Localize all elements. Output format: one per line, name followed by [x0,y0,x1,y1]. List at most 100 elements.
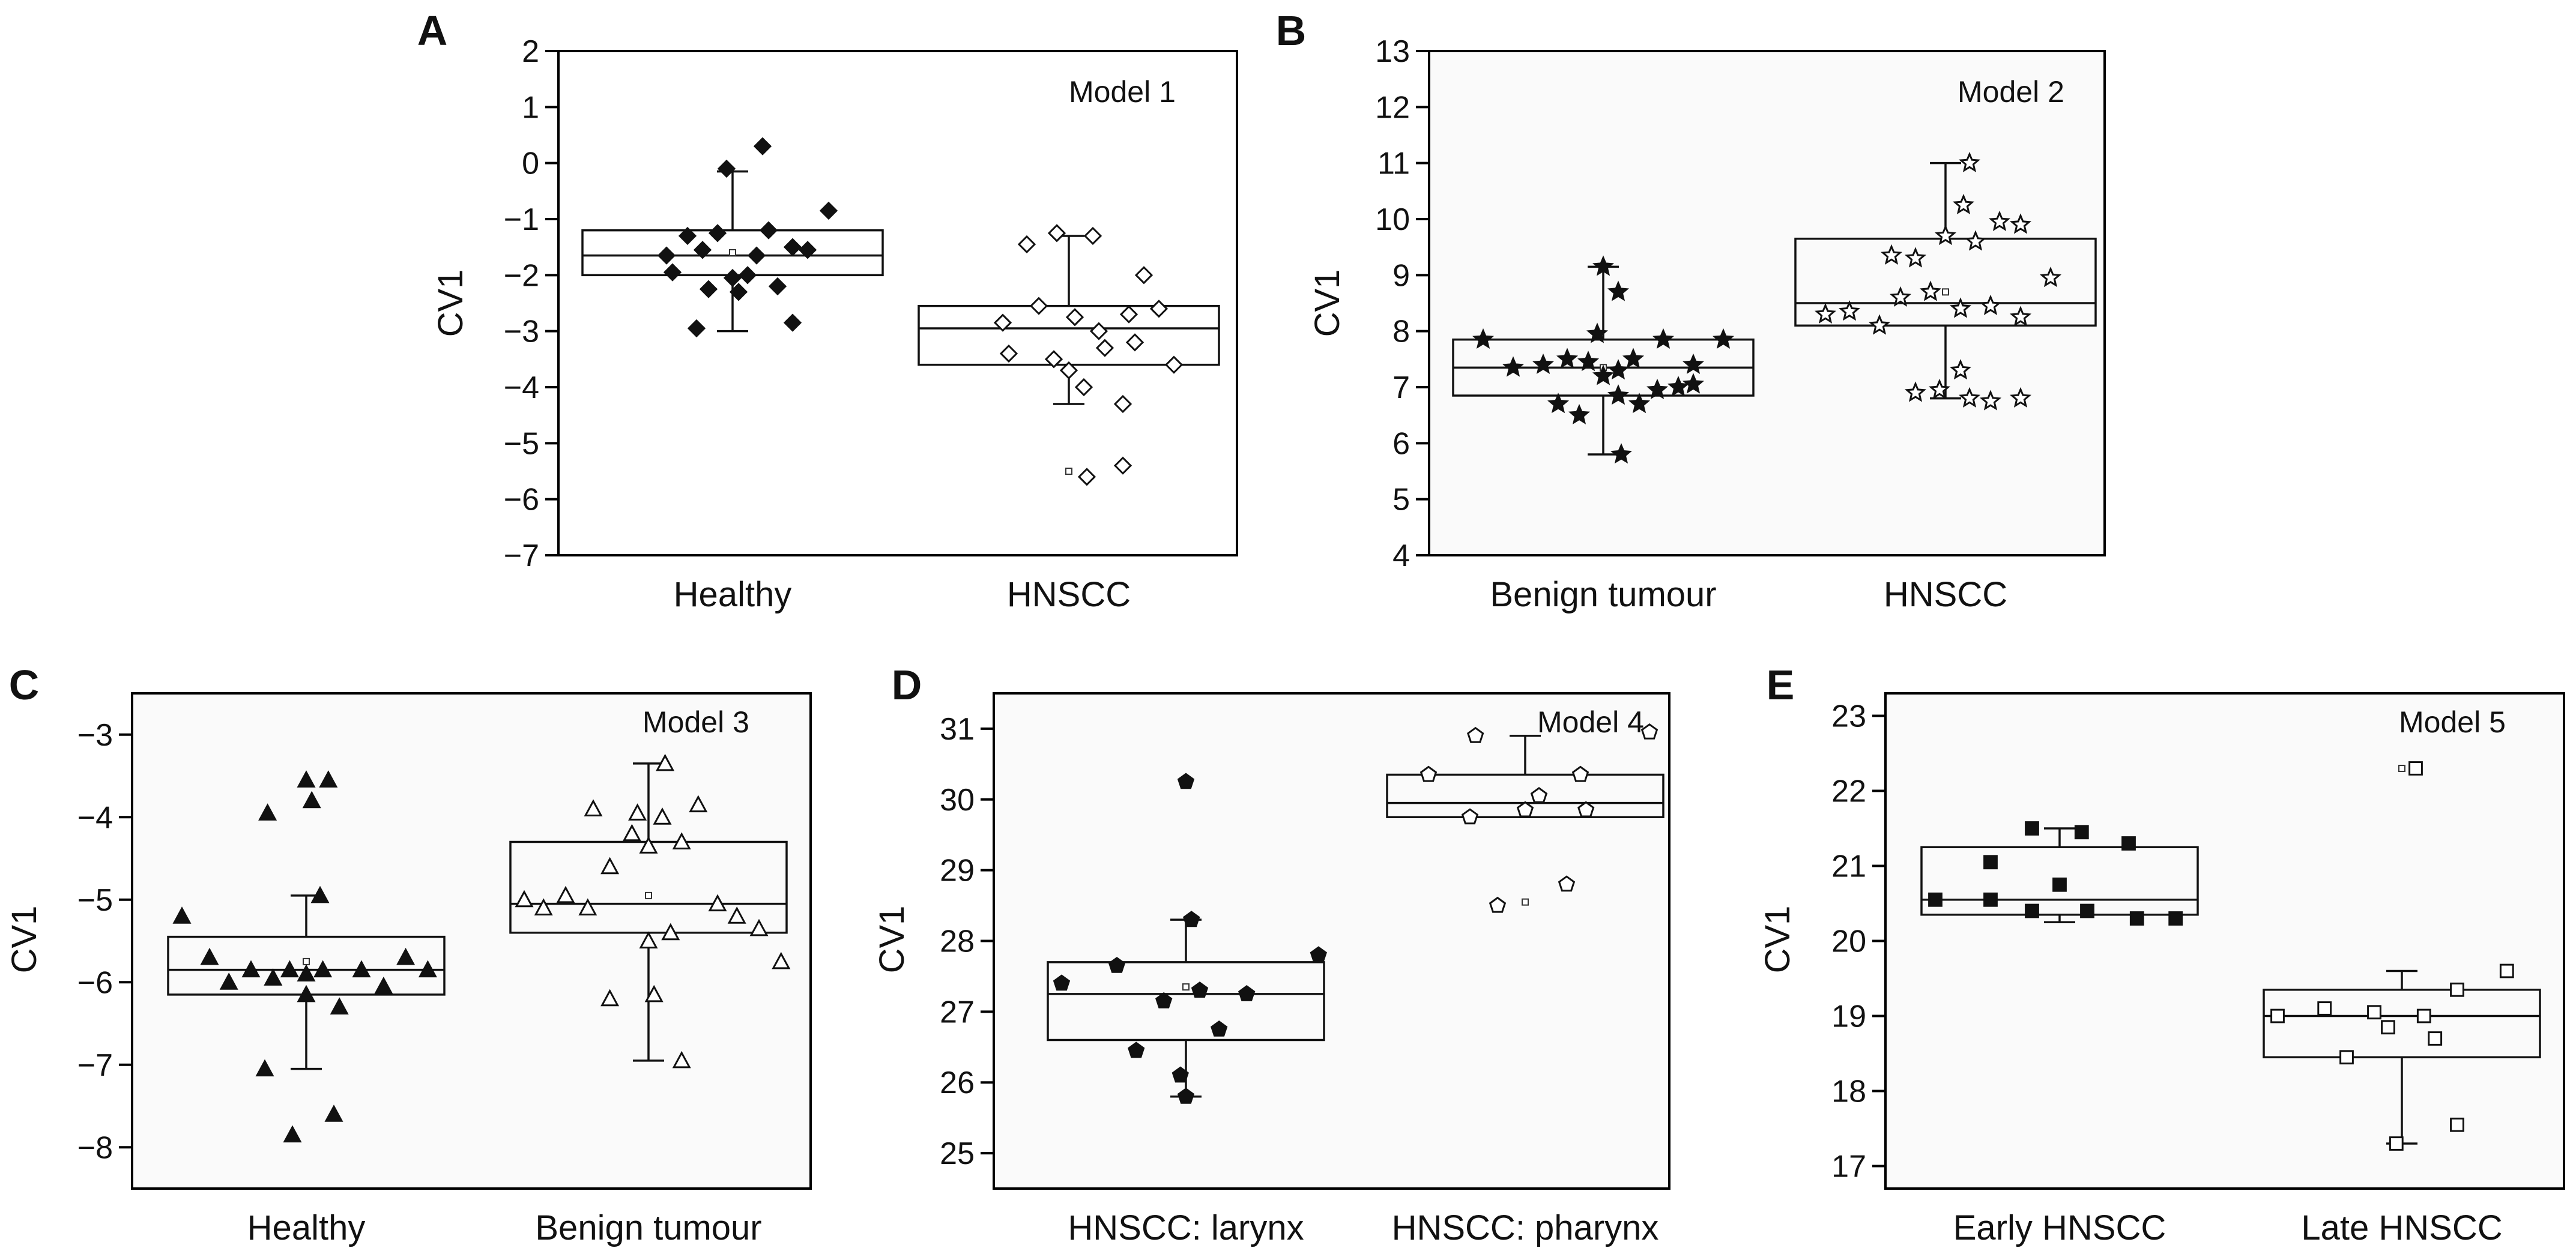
panel-b-group-2-point [1958,387,1981,408]
panel-c-group-2-point [556,885,575,903]
panel-b-group-1-point [1646,378,1669,399]
panel-e-group-2-point [2381,1020,2395,1035]
panel-d-model-label: Model 4 [1537,705,1644,739]
panel-c-group-2-point [584,799,603,817]
panel-d-y-ticks: 31 30 29 28 27 26 25 [940,712,994,1171]
panel-c-group-2-point [772,951,791,969]
panel-c: C −3 −4 −5 −6 −7 −8 CV1 Model 3 Healthy Benig… [5,662,812,1247]
panel-e-group-1-point [1983,892,1998,907]
panel-c-group-1-point [352,960,371,978]
panel-a-group-1-point [819,201,838,220]
panel-a-group-1-point [687,319,706,338]
panel-b-group-1-point [1607,359,1630,380]
panel-b-group-1-point [1682,353,1705,374]
panel-d-group-1-point [1108,956,1126,973]
panel-a-y-tick-label: 2 [522,34,539,69]
panel-d-y-tick-label: 27 [940,995,975,1029]
panel-a-group-2-point [1059,361,1078,380]
panel-e-boxes [1920,761,2541,1151]
panel-b-group-1-point [1628,393,1651,414]
panel-c-group-2-point [600,989,620,1007]
panel-b-group-1-point [1472,328,1495,349]
panel-a-group-1-mean-marker [729,249,736,256]
panel-d-group-1-point [1128,1041,1145,1058]
panel-b-group-2-mean-marker [1942,288,1949,296]
panel-c-group-1-point [297,964,316,982]
panel-c-plot-area [131,692,812,1190]
panel-a-group-2-point [1089,322,1108,340]
panel-a-group-2-mean-marker [1065,468,1072,475]
panel-a-group-2-point [1077,468,1096,486]
panel-b-boxes [1452,151,2097,464]
panel-b-x-label-benign: Benign tumour [1490,575,1716,614]
panel-b-group-1-point [1502,356,1525,377]
panel-a-group-1-point [759,221,778,240]
panel-d-group-2-point [1516,801,1534,818]
panel-b-group-2-point [1979,294,2002,315]
panel-b-group-2-point [1949,297,1972,318]
panel-a-group-2-point [1113,394,1132,414]
panel-b: B 13 12 11 10 9 8 7 6 5 4 CV1 Model 2 Benign tumo… [1276,7,2106,614]
panel-b-group-2-point [1949,359,1972,380]
panel-a-group-2-point [1047,224,1066,243]
panel-e-group-1-point [1983,855,1998,870]
panel-a-group-1-point [768,277,787,296]
panel-e-y-ticks: 23 22 21 20 19 18 17 [1831,699,1885,1184]
panel-d-y-tick-label: 30 [940,783,975,818]
panel-a-group-2-point [1113,456,1132,475]
panel-c-group-2-point [639,836,658,854]
panel-b-group-2-point [1904,247,1927,268]
panel-c-group-2-point [672,832,691,850]
panel-c-group-1-point [319,770,338,788]
panel-a-group-2-point [1017,235,1036,254]
panel-e-y-tick-label: 21 [1831,849,1866,884]
panel-b-group-1-point [1586,322,1609,343]
panel-c-y-tick-label: −6 [77,965,113,1000]
panel-c-y-tick-label: −5 [77,883,113,918]
panel-c-group-2-point [653,807,672,825]
panel-d-group-1-point [1172,1066,1189,1083]
panel-c-group-2-point [622,824,641,842]
panel-d-group-2-point [1420,765,1438,782]
panel-c-group-1-point [418,960,437,978]
panel-d-group-1-point [1177,1087,1195,1104]
panel-a-y-tick-label: −7 [504,538,539,573]
panel-c-group-2-point [578,898,597,916]
panel-a-y-ticks: 2 1 0 −1 −2 −3 −4 −5 −6 −7 [504,34,558,573]
panel-e-y-tick-label: 17 [1831,1150,1866,1184]
panel-b-y-tick-label: 6 [1392,426,1410,461]
panel-d-y-tick-label: 28 [940,924,975,959]
panel-a-group-2-point [1149,300,1169,318]
panel-b-y-tick-label: 8 [1392,315,1410,349]
panel-c-group-1-point [302,791,321,809]
panel-d-group-1-point [1183,911,1200,927]
panel-d-y-tick-label: 26 [940,1066,975,1100]
panel-e-group-1-point [1928,892,1943,907]
panel-b-group-1-point [1577,351,1600,372]
panel-b-group-2-point [2009,213,2032,234]
panel-b-group-2-point [2009,306,2032,327]
panel-b-group-2-point [1904,381,1927,402]
panel-a-group-2-point [993,313,1012,332]
panel-b-group-1-point [1682,373,1705,394]
panel-a-group-1-point [729,283,748,301]
panel-b-group-1-point [1547,393,1570,414]
panel-d-x-label-pharynx: HNSCC: pharynx [1392,1208,1659,1247]
panel-b-y-tick-label: 9 [1392,258,1410,293]
panel-a-y-tick-label: −5 [504,426,539,461]
panel-c-group-2-point [515,890,534,908]
panel-e-group-1-point [2025,903,2039,918]
panel-c-group-1-point [255,1059,274,1077]
panel-d-group-2-point [1571,765,1589,782]
panel-e-y-tick-label: 23 [1831,699,1866,734]
panel-b-y-tick-label: 7 [1392,370,1410,405]
panel-e-group-2-point [2408,761,2423,776]
panel-b-y-tick-label: 11 [1377,146,1410,181]
panel-a-group-1-point [723,268,742,288]
panel-d: D 31 30 29 28 27 26 25 CV1 Model 4 HNSCC: lary… [872,662,1670,1247]
panel-a-y-tick-label: −3 [504,315,539,349]
panel-c-y-tick-label: −4 [77,800,113,835]
panel-d-letter: D [892,662,922,708]
panel-b-group-1-point [1652,328,1675,349]
panel-b-y-tick-label: 10 [1375,202,1410,237]
